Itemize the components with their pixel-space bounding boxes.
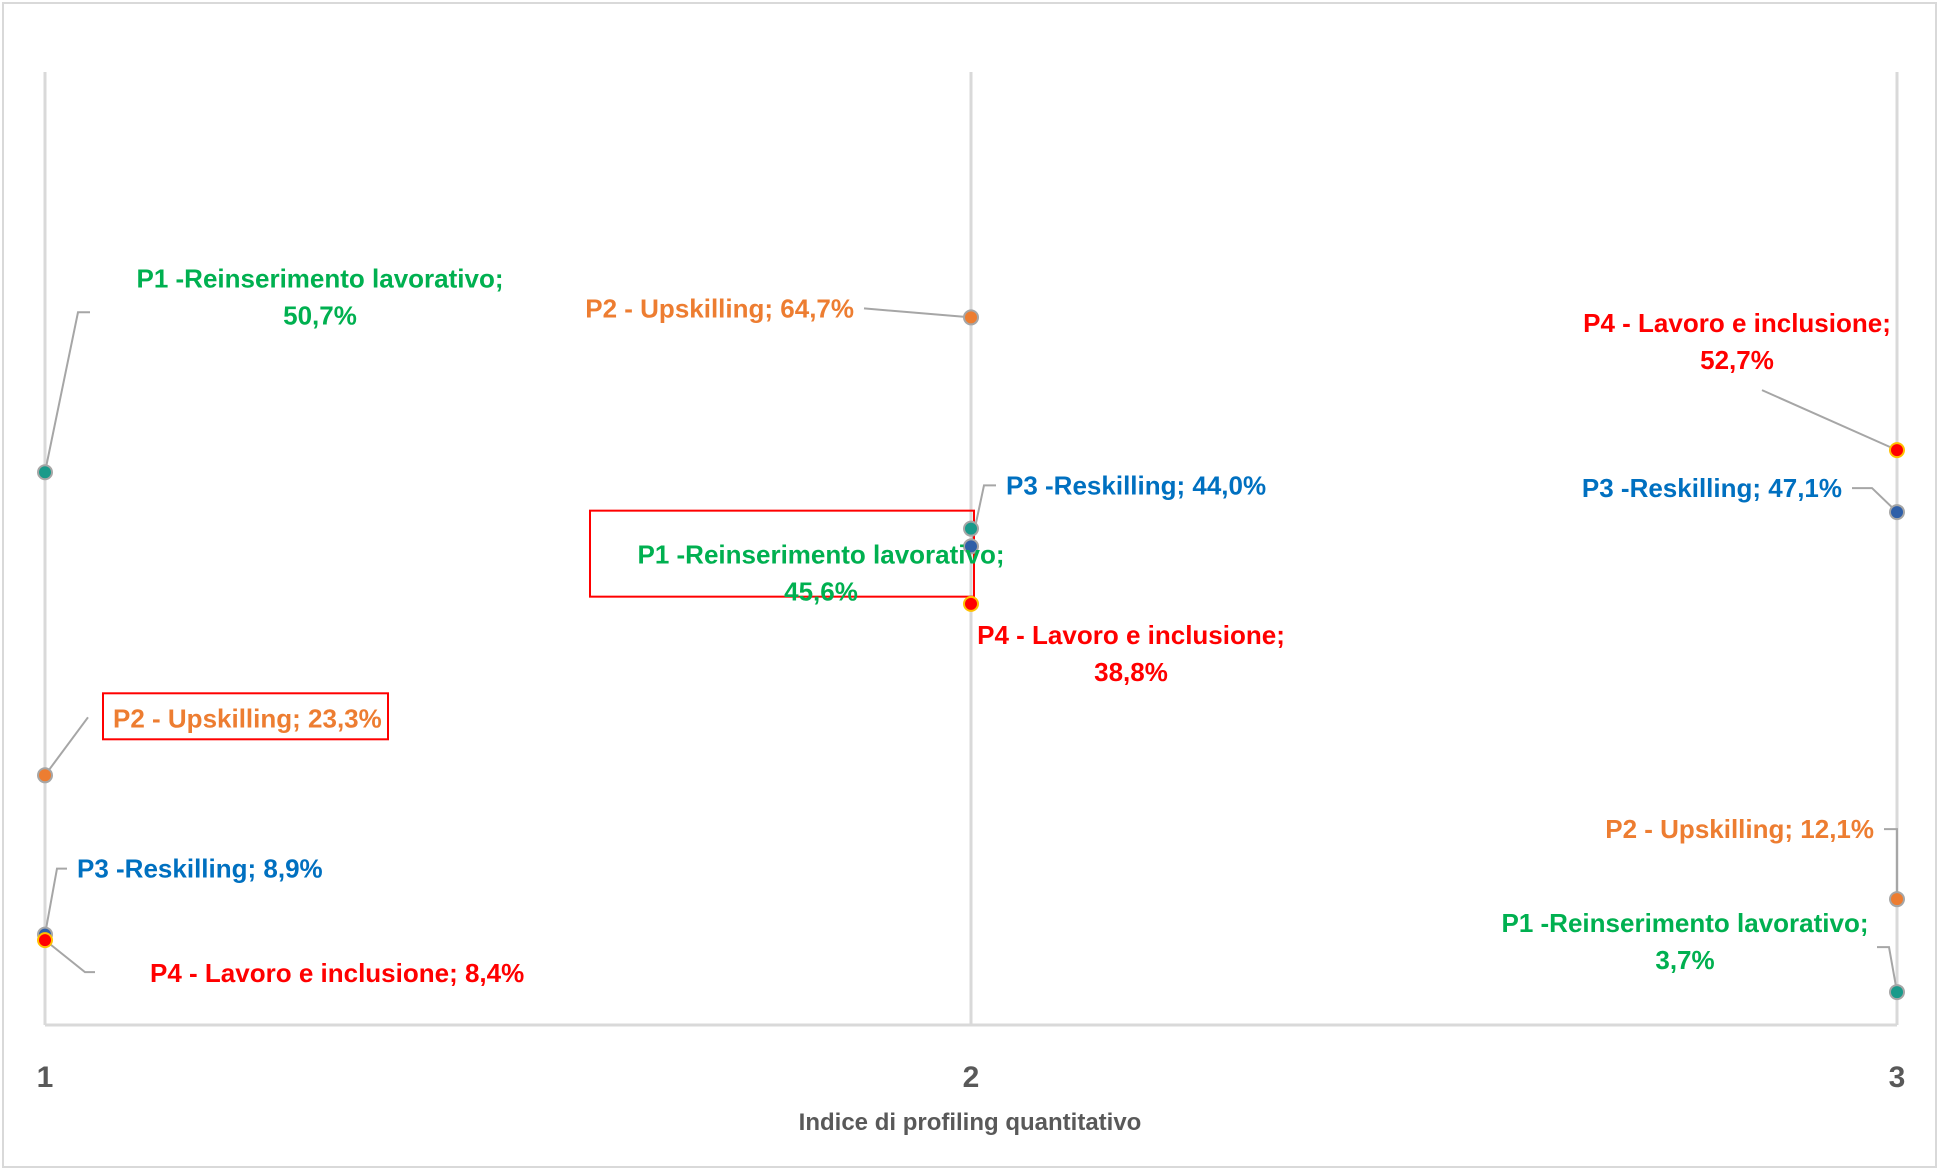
leader-line xyxy=(1852,487,1898,513)
data-label-p2-x2: P2 - Upskilling; 64,7% xyxy=(585,293,854,323)
data-label-p4-x3: P4 - Lavoro e inclusione; 52,7% xyxy=(1583,308,1891,375)
data-label-p4-x2: P4 - Lavoro e inclusione; 38,8% xyxy=(977,620,1285,687)
leader-line xyxy=(1877,946,1898,993)
data-point-p4-x2[interactable] xyxy=(963,595,979,612)
x-tick-label: 3 xyxy=(1889,1061,1906,1094)
x-axis-title: Indice di profiling quantitativo xyxy=(799,1109,1142,1136)
data-label-p3-x3: P3 -Reskilling; 47,1% xyxy=(1582,473,1842,503)
leader-line xyxy=(44,311,90,473)
leader-line xyxy=(44,716,89,776)
data-point-p4-x1[interactable] xyxy=(37,932,53,949)
leader-line xyxy=(44,939,95,974)
data-label-p2-x3: P2 - Upskilling; 12,1% xyxy=(1605,814,1874,844)
leader-line xyxy=(44,867,67,935)
data-point-p4-x3[interactable] xyxy=(1889,442,1905,459)
data-point-p3-x3[interactable] xyxy=(1889,504,1905,521)
leader-line xyxy=(863,307,972,319)
leader-line xyxy=(1884,828,1898,900)
data-label-p3-x1: P3 -Reskilling; 8,9% xyxy=(77,854,323,884)
data-point-p1-x3[interactable] xyxy=(1889,984,1905,1001)
data-label-p3-x2: P3 -Reskilling; 44,0% xyxy=(1006,470,1266,500)
data-label-p1-x1: P1 -Reinserimento lavorativo; 50,7% xyxy=(137,263,504,330)
data-point-p2-x1[interactable] xyxy=(37,767,53,784)
data-point-p2-x3[interactable] xyxy=(1889,891,1905,908)
data-point-p1-x1[interactable] xyxy=(37,464,53,481)
data-label-p2-x1: P2 - Upskilling; 23,3% xyxy=(113,703,382,733)
data-point-p3-x2[interactable] xyxy=(963,538,979,555)
data-label-p1-x2: P1 -Reinserimento lavorativo; 45,6% xyxy=(638,540,1005,607)
leader-line xyxy=(1761,389,1898,452)
data-label-p4-x1: P4 - Lavoro e inclusione; 8,4% xyxy=(150,958,524,988)
x-tick-label: 2 xyxy=(963,1061,980,1094)
data-label-p1-x3: P1 -Reinserimento lavorativo; 3,7% xyxy=(1502,908,1869,975)
x-tick-label: 1 xyxy=(37,1061,54,1094)
data-point-p1-x2[interactable] xyxy=(963,520,979,537)
data-point-p2-x2[interactable] xyxy=(963,309,979,326)
highlight-box xyxy=(102,692,389,741)
